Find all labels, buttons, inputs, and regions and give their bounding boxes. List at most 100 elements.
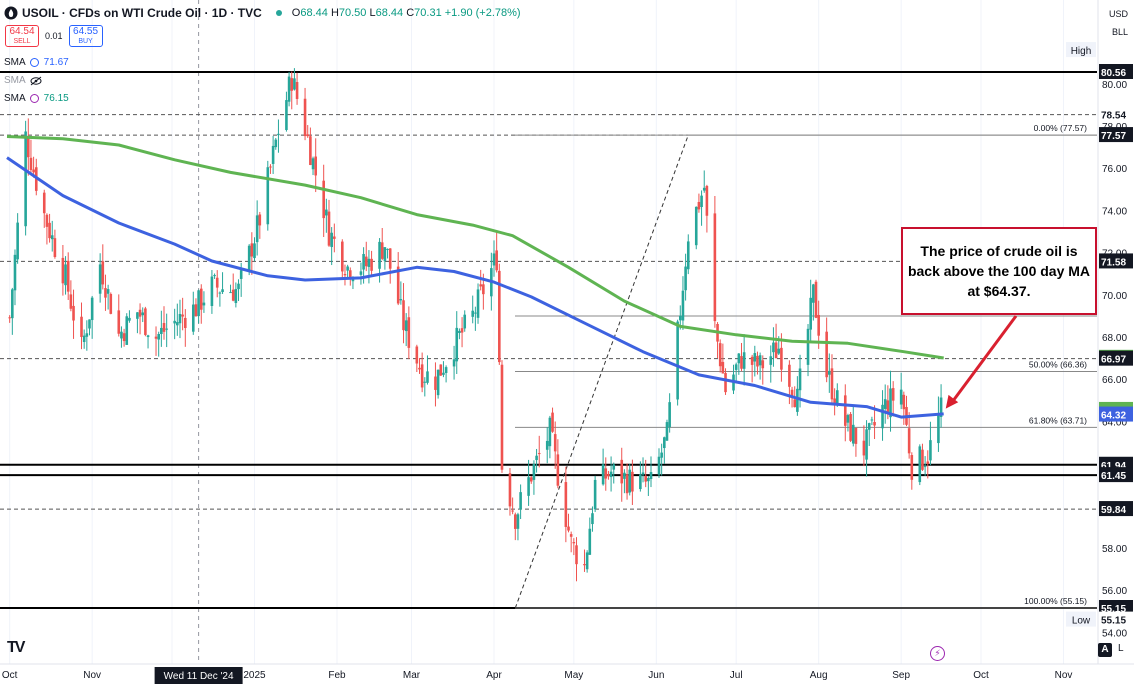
candle-body bbox=[144, 308, 147, 335]
price-label-box bbox=[1099, 350, 1133, 366]
candle-body bbox=[684, 266, 687, 291]
price-label: 64.32 bbox=[1101, 411, 1126, 422]
sma-legend-2[interactable]: SMA bbox=[4, 75, 42, 86]
candle-body bbox=[625, 474, 629, 494]
candle-body bbox=[367, 258, 371, 267]
candle-body bbox=[628, 469, 632, 493]
price-axis[interactable]: 54.0056.0058.0060.0062.0064.0066.0068.00… bbox=[1066, 0, 1133, 664]
candle-body bbox=[253, 243, 256, 259]
candle-body bbox=[330, 232, 333, 248]
candle-body bbox=[72, 305, 75, 321]
candle-body bbox=[85, 333, 89, 337]
candle-body bbox=[753, 353, 757, 362]
candle-body bbox=[846, 415, 850, 423]
time-tick-label: Sep bbox=[892, 670, 910, 681]
candle-body bbox=[926, 461, 930, 464]
candle-body bbox=[609, 471, 613, 478]
candle-body bbox=[737, 353, 741, 364]
auto-scale-button[interactable]: A bbox=[1098, 643, 1112, 657]
candle-body bbox=[702, 187, 706, 191]
candle-body bbox=[721, 361, 725, 374]
candle-body bbox=[173, 320, 176, 324]
candle-body bbox=[69, 294, 73, 309]
candle-body bbox=[120, 331, 123, 339]
hidden-eye-icon[interactable] bbox=[30, 76, 42, 86]
mode-selector[interactable]: BLL bbox=[1111, 27, 1128, 37]
price-label-box bbox=[1099, 467, 1133, 483]
settings-icon[interactable] bbox=[29, 58, 39, 67]
candle-body bbox=[61, 257, 65, 284]
candle-body bbox=[681, 290, 685, 321]
candle-body bbox=[612, 464, 616, 470]
sell-button[interactable]: 64.54 SELL bbox=[5, 25, 39, 47]
candle-body bbox=[641, 472, 645, 475]
candle-body bbox=[527, 477, 530, 496]
sma-legend-1[interactable]: SMA 71.67 bbox=[4, 57, 69, 68]
candle-body bbox=[663, 437, 666, 449]
candle-body bbox=[154, 336, 158, 339]
candle-body bbox=[718, 343, 722, 367]
candle-body bbox=[306, 134, 310, 137]
time-tick-label: Nov bbox=[83, 670, 101, 681]
candle-body bbox=[327, 211, 331, 246]
candle-body bbox=[814, 281, 818, 318]
symbol-title[interactable]: USOIL · CFDs on WTI Crude Oil · 1D · TVC bbox=[22, 6, 262, 20]
candle-body bbox=[322, 180, 325, 219]
candle-body bbox=[939, 397, 943, 418]
candle-body bbox=[806, 328, 810, 365]
time-tick-label: May bbox=[564, 670, 583, 681]
fib-level-label: 61.80% (63.71) bbox=[1029, 415, 1087, 425]
price-label: 61.94 bbox=[1101, 461, 1126, 472]
candle-body bbox=[883, 399, 887, 409]
candle-body bbox=[460, 328, 464, 333]
candle-body bbox=[854, 427, 858, 444]
candle-body bbox=[780, 347, 783, 370]
price-label: 77.57 bbox=[1101, 131, 1126, 142]
settings-icon[interactable] bbox=[29, 94, 39, 103]
currency-selector[interactable]: USD bbox=[1108, 9, 1128, 19]
candle-body bbox=[136, 312, 139, 319]
candle-body bbox=[918, 446, 922, 483]
candle-body bbox=[660, 452, 663, 458]
candle-body bbox=[686, 241, 690, 270]
candle-body bbox=[843, 395, 847, 426]
candle-body bbox=[247, 245, 251, 272]
candle-body bbox=[548, 417, 552, 447]
price-label: 55.15 bbox=[1101, 616, 1126, 627]
candle-body bbox=[537, 453, 541, 455]
candle-body bbox=[66, 260, 70, 292]
candle-body bbox=[423, 381, 427, 383]
indicator-icon[interactable]: ⚡ bbox=[930, 646, 945, 661]
price-label-box bbox=[1099, 253, 1133, 269]
candle-body bbox=[697, 201, 701, 210]
candle-body bbox=[48, 222, 51, 239]
candle-body bbox=[492, 253, 496, 266]
candle-body bbox=[694, 206, 698, 246]
annotation-callout[interactable]: The price of crude oil is back above the… bbox=[901, 227, 1097, 315]
candle-body bbox=[325, 209, 328, 216]
price-tick-label: 56.00 bbox=[1102, 586, 1127, 597]
price-label: 78.54 bbox=[1101, 111, 1126, 122]
candle-body bbox=[705, 185, 709, 216]
candle-body bbox=[221, 289, 224, 293]
spread-value: 0.01 bbox=[45, 31, 63, 41]
candle-body bbox=[364, 256, 368, 267]
candle-body bbox=[923, 466, 927, 468]
candle-body bbox=[378, 241, 381, 269]
buy-button[interactable]: 64.55 BUY bbox=[68, 25, 103, 47]
candle-body bbox=[639, 474, 642, 490]
price-label: 80.56 bbox=[1101, 68, 1126, 79]
candle-body bbox=[601, 464, 605, 485]
candle-body bbox=[452, 359, 456, 367]
candle-body bbox=[146, 335, 150, 338]
candle-body bbox=[647, 478, 650, 482]
sma-legend-3[interactable]: SMA 76.15 bbox=[4, 93, 69, 104]
candle-body bbox=[519, 492, 522, 510]
tradingview-logo[interactable]: TV bbox=[7, 639, 26, 656]
candle-body bbox=[13, 254, 17, 291]
candle-body bbox=[623, 472, 626, 479]
log-scale-button[interactable]: L bbox=[1118, 643, 1124, 654]
time-axis[interactable]: OctNovDec2025FebMarAprMayJunJulAugSepOct… bbox=[0, 663, 1134, 684]
candle-body bbox=[436, 369, 440, 396]
